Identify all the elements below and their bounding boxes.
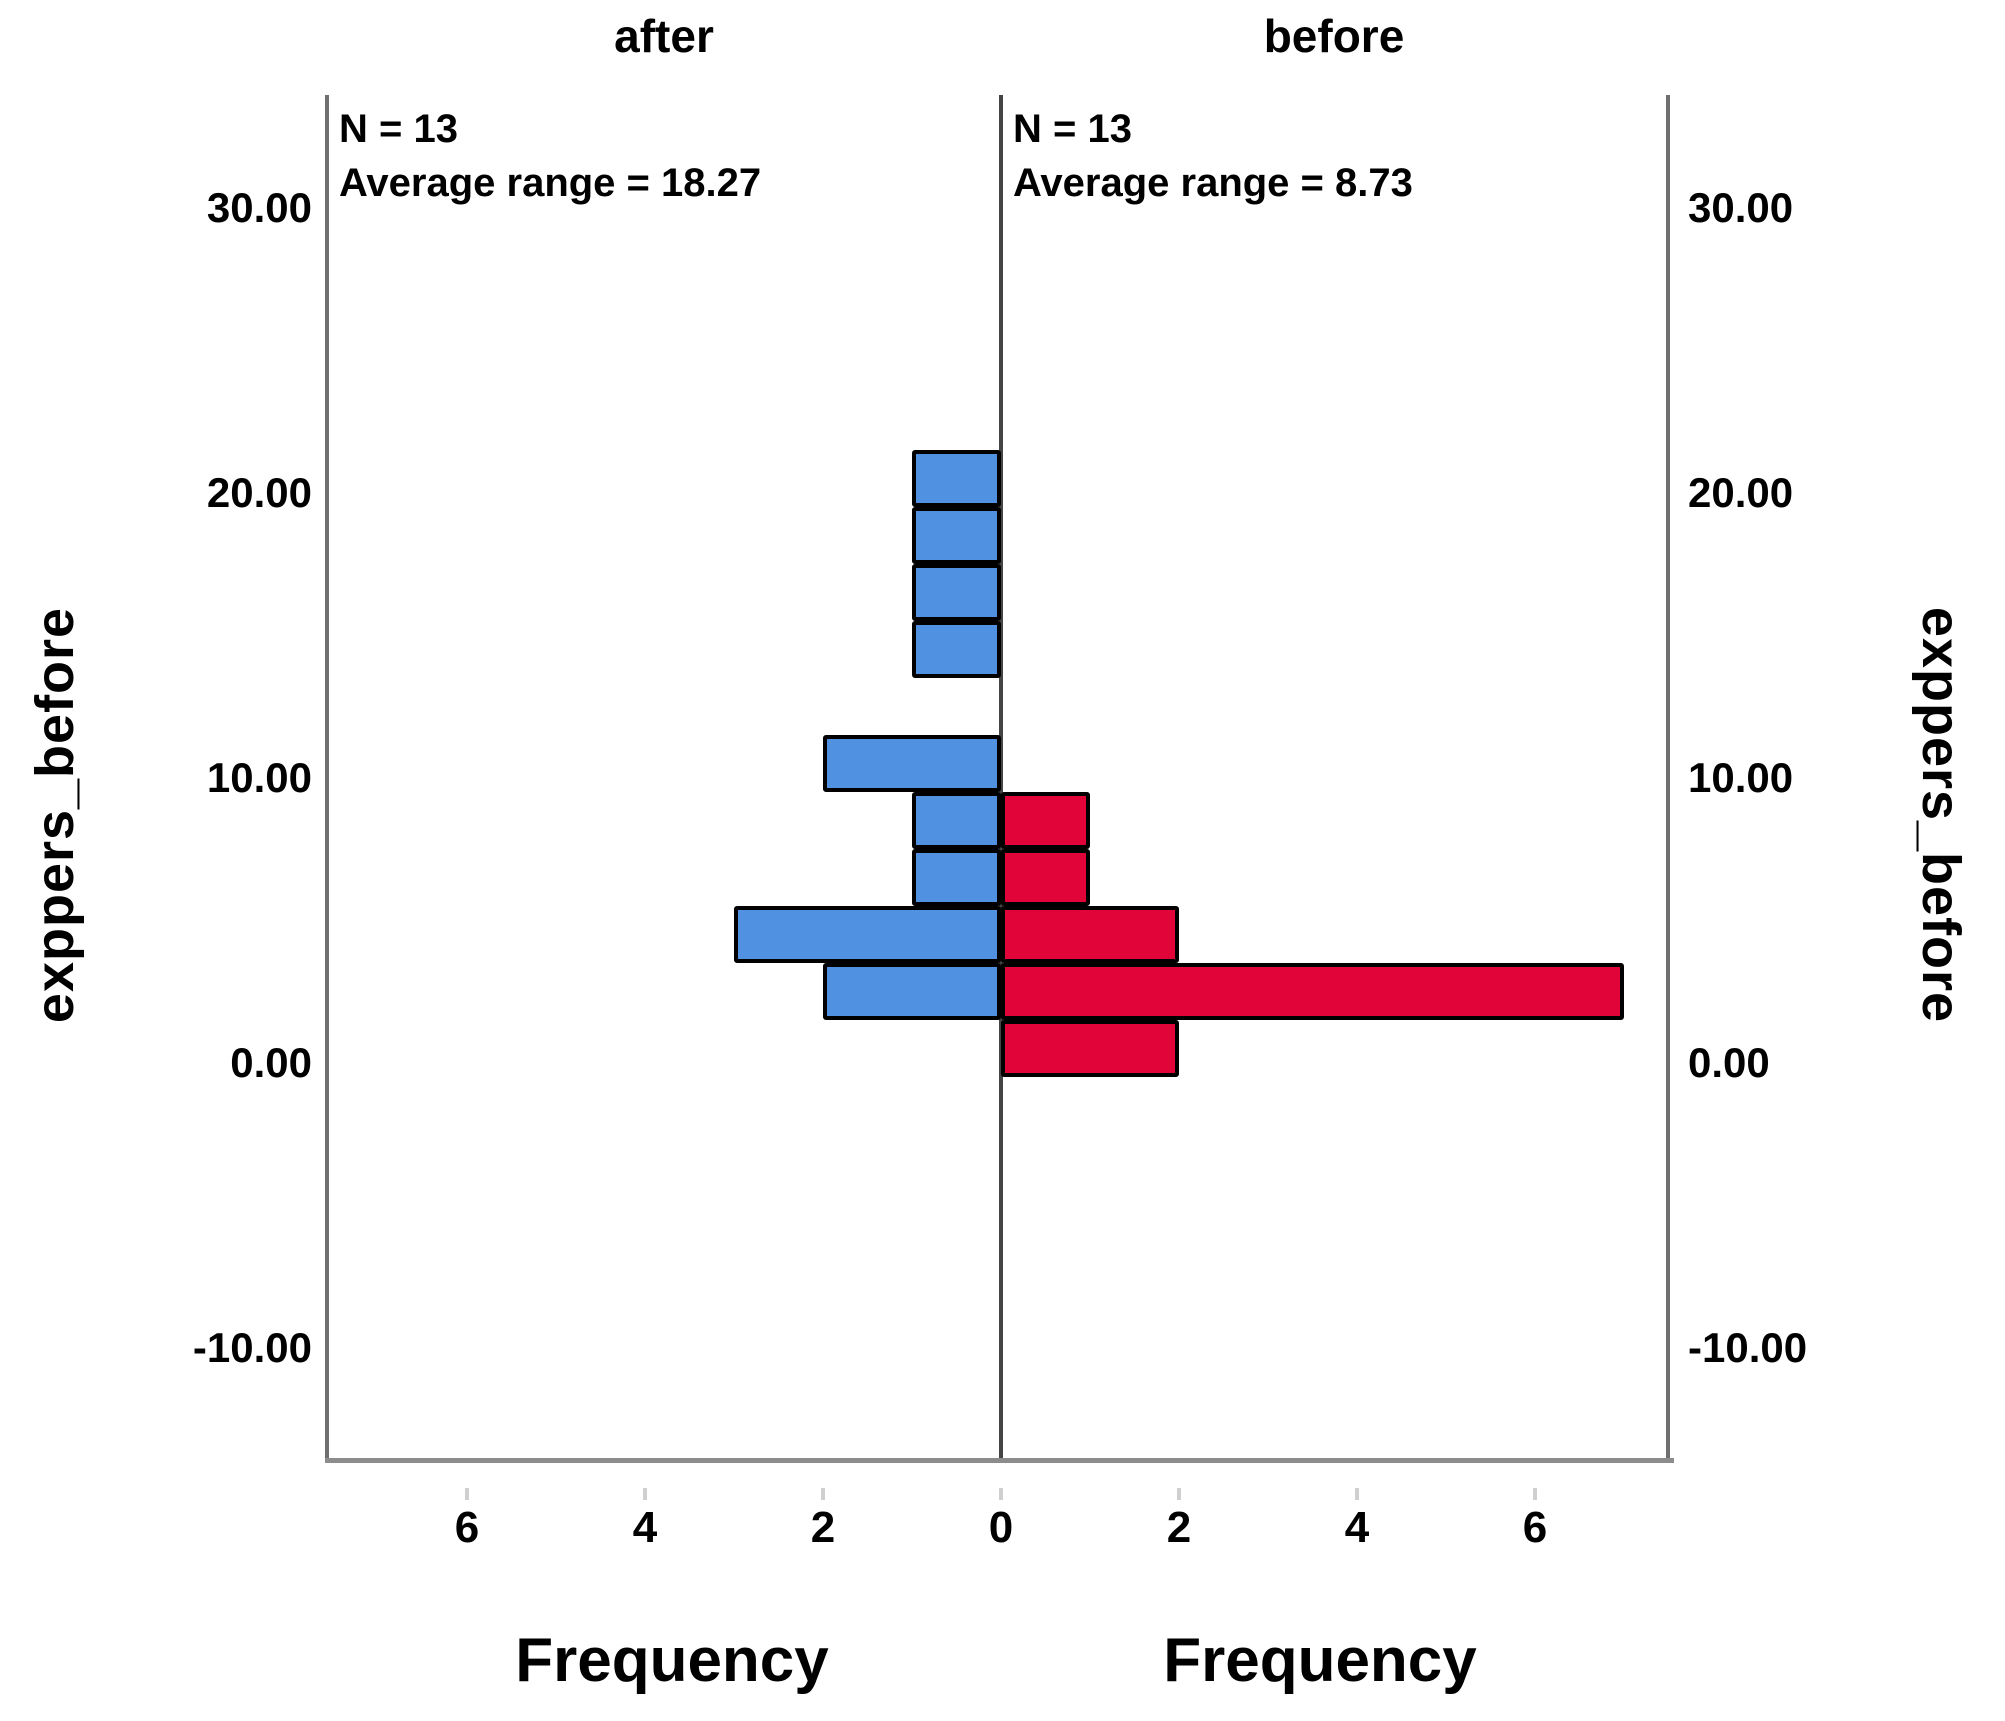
x-axis-tick-label: 0 xyxy=(988,1503,1014,1552)
stat-average-range-before: Average range = 8.73 xyxy=(1013,161,1413,205)
histogram-bar-after-bin-3.5-5.5 xyxy=(734,906,1001,964)
histogram-bar-before-bin-7.5-9.5 xyxy=(1001,792,1090,850)
histogram-bar-after-bin-17.5-19.5 xyxy=(912,507,1001,565)
ylabel-right: exppers_before xyxy=(1911,606,1971,1024)
y-axis-tick-label-left: 0.00 xyxy=(230,1039,312,1086)
panel-title-before: before xyxy=(1263,10,1405,62)
x-axis-tick-mark xyxy=(1533,1488,1537,1500)
histogram-bar-after-bin-19.5-21.5 xyxy=(912,450,1001,508)
histogram-bar-before-bin-3.5-5.5 xyxy=(1001,906,1179,964)
y-axis-tick-label-right: 30.00 xyxy=(1688,184,1794,231)
histogram-bar-before-bin-5.5-7.5 xyxy=(1001,849,1090,907)
annotation-before: N = 13 Average range = 8.73 xyxy=(1013,102,1413,210)
stat-n-before: N = 13 xyxy=(1013,107,1132,151)
left-axis-line xyxy=(325,95,329,1462)
histogram-bar-before-bin-1.5-3.5 xyxy=(1001,963,1624,1021)
annotation-after: N = 13 Average range = 18.27 xyxy=(339,102,761,210)
y-axis-tick-label-right: 10.00 xyxy=(1688,754,1794,801)
x-axis-tick-label: 6 xyxy=(1522,1503,1548,1552)
x-axis-tick-label: 4 xyxy=(1344,1503,1370,1552)
panel-title-after: after xyxy=(614,10,714,62)
x-axis-tick-mark xyxy=(999,1488,1003,1500)
bottom-axis-line xyxy=(325,1458,1674,1463)
x-axis-tick-label: 4 xyxy=(632,1503,658,1552)
stat-n-after: N = 13 xyxy=(339,107,458,151)
right-axis-line xyxy=(1666,95,1670,1462)
histogram-bar-after-bin-15.5-17.5 xyxy=(912,564,1001,622)
y-axis-tick-label-left: 30.00 xyxy=(206,184,312,231)
xlabel-after: Frequency xyxy=(515,1626,829,1695)
histogram-bar-after-bin-1.5-3.5 xyxy=(823,963,1001,1021)
x-axis-tick-mark xyxy=(643,1488,647,1500)
histogram-bar-after-bin-7.5-9.5 xyxy=(912,792,1001,850)
y-axis-tick-label-right: 20.00 xyxy=(1688,469,1794,516)
y-axis-tick-label-left: -10.00 xyxy=(192,1324,312,1371)
x-axis-tick-label: 2 xyxy=(810,1503,836,1552)
histogram-bar-after-bin-13.5-15.5 xyxy=(912,621,1001,679)
ylabel-left: exppers_before xyxy=(25,606,85,1024)
y-axis-tick-label-right: 0.00 xyxy=(1688,1039,1770,1086)
histogram-bar-after-bin-9.5-11.5 xyxy=(823,735,1001,793)
x-axis-tick-label: 6 xyxy=(454,1503,480,1552)
stat-average-range-after: Average range = 18.27 xyxy=(339,161,762,205)
x-axis-tick-mark xyxy=(821,1488,825,1500)
x-axis-tick-mark xyxy=(1355,1488,1359,1500)
x-axis-tick-mark xyxy=(1177,1488,1181,1500)
y-axis-tick-label-right: -10.00 xyxy=(1688,1324,1808,1371)
y-axis-tick-label-left: 10.00 xyxy=(206,754,312,801)
histogram-bar-after-bin-5.5-7.5 xyxy=(912,849,1001,907)
x-axis-tick-mark xyxy=(465,1488,469,1500)
center-axis-line xyxy=(999,95,1003,1462)
histogram-bar-before-bin--0.5-1.5 xyxy=(1001,1020,1179,1078)
x-axis-tick-label: 2 xyxy=(1166,1503,1192,1552)
y-axis-tick-label-left: 20.00 xyxy=(206,469,312,516)
xlabel-before: Frequency xyxy=(1163,1626,1477,1695)
